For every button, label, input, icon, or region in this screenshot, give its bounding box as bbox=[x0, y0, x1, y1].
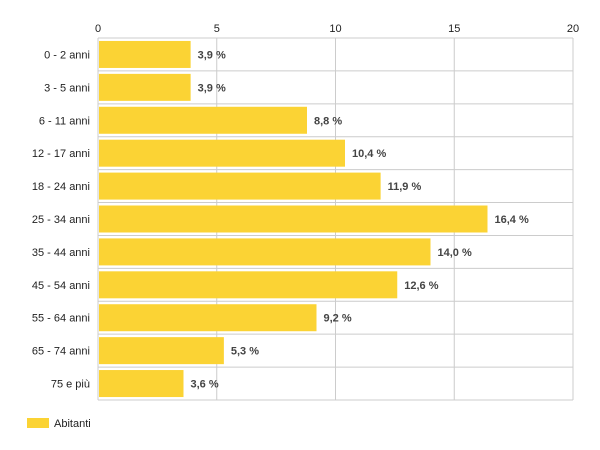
value-label: 10,4 % bbox=[352, 148, 386, 160]
x-tick-label: 0 bbox=[95, 23, 101, 35]
value-labels: 3,9 % 3,9 % 8,8 % 10,4 % 11,9 % 16,4 % 14,0 % 1… bbox=[191, 49, 529, 390]
category-label: 6 - 11 anni bbox=[39, 115, 90, 127]
grid bbox=[97, 37, 574, 401]
legend-swatch bbox=[27, 418, 49, 428]
legend-label: Abitanti bbox=[54, 418, 91, 430]
legend: Abitanti bbox=[27, 418, 91, 430]
category-label: 65 - 74 anni bbox=[32, 346, 90, 358]
value-label: 12,6 % bbox=[404, 280, 438, 292]
category-label: 75 e più bbox=[51, 379, 90, 391]
category-label: 45 - 54 anni bbox=[32, 280, 90, 292]
value-label: 3,9 % bbox=[198, 82, 226, 94]
category-label: 35 - 44 anni bbox=[32, 247, 90, 259]
category-label: 3 - 5 anni bbox=[44, 82, 90, 94]
category-label: 0 - 2 anni bbox=[44, 49, 90, 61]
value-label: 9,2 % bbox=[324, 313, 352, 325]
category-label: 12 - 17 anni bbox=[32, 148, 90, 160]
value-label: 14,0 % bbox=[438, 247, 472, 259]
value-label: 8,8 % bbox=[314, 115, 342, 127]
bars bbox=[99, 40, 488, 398]
x-tick-label: 15 bbox=[448, 23, 460, 35]
value-label: 3,6 % bbox=[191, 379, 219, 391]
value-label: 3,9 % bbox=[198, 49, 226, 61]
value-label: 5,3 % bbox=[231, 346, 259, 358]
x-tick-label: 10 bbox=[329, 23, 341, 35]
category-label: 25 - 34 anni bbox=[32, 214, 90, 226]
bar bbox=[99, 304, 317, 332]
value-label: 11,9 % bbox=[388, 181, 422, 193]
bar bbox=[99, 139, 345, 167]
bar bbox=[99, 172, 381, 200]
bar bbox=[99, 205, 488, 233]
x-tick-label: 5 bbox=[214, 23, 220, 35]
bar bbox=[99, 271, 398, 299]
value-label: 16,4 % bbox=[495, 214, 529, 226]
bar bbox=[99, 337, 224, 365]
category-label: 18 - 24 anni bbox=[32, 181, 90, 193]
category-labels: 0 - 2 anni 3 - 5 anni 6 - 11 anni 12 - 17 a… bbox=[32, 49, 90, 390]
bar bbox=[99, 238, 431, 266]
x-tick-label: 20 bbox=[567, 23, 579, 35]
bar bbox=[99, 370, 184, 398]
bar bbox=[99, 106, 307, 134]
x-axis-ticks: 0 5 10 15 20 bbox=[95, 23, 579, 35]
category-label: 55 - 64 anni bbox=[32, 313, 90, 325]
bar bbox=[99, 40, 191, 68]
bar bbox=[99, 73, 191, 101]
